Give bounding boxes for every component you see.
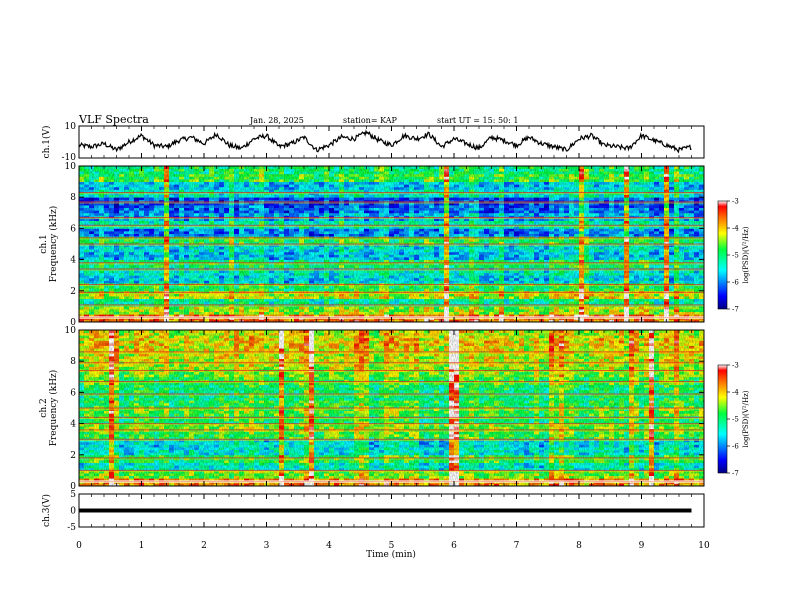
ch1-spectrogram-panel: 0 2 4 6 8 10 ch.1Frequency (kHz) <box>39 162 705 328</box>
y-tick-label: 0 <box>70 318 76 328</box>
ch1-colorbar: -3 -4 -5 -6 -7 log(PSD)(V²/Hz) <box>717 198 750 314</box>
station-label: station= KAP <box>343 116 398 125</box>
y-axis-title: ch.1(V) <box>41 126 52 159</box>
colorbar-tick-label: -3 <box>732 362 739 370</box>
y-tick-label: -5 <box>67 523 76 533</box>
colorbar-tick-label: -6 <box>732 443 739 451</box>
ch3-waveform-line <box>79 508 692 513</box>
x-tick-label: 3 <box>264 541 270 551</box>
y-tick-label: 2 <box>70 287 76 297</box>
date-label: Jan. 28, 2025 <box>249 116 304 125</box>
colorbar-tick-label: -6 <box>732 279 739 287</box>
colorbar-title: log(PSD)(V²/Hz) <box>742 390 750 447</box>
x-tick-label: 4 <box>326 541 332 551</box>
y-axis-title: ch.2Frequency (kHz) <box>39 370 59 447</box>
y-tick-label: 6 <box>70 224 76 234</box>
colorbar-tick-label: -4 <box>732 225 739 233</box>
x-tick-label: 5 <box>389 541 395 551</box>
y-tick-label: 10 <box>65 122 77 132</box>
x-tick-label: 9 <box>639 541 645 551</box>
figure-title: VLF Spectra <box>78 113 149 126</box>
colorbar-title: log(PSD)(V²/Hz) <box>742 226 750 283</box>
y-tick-label: 6 <box>70 388 76 398</box>
y-tick-label: 10 <box>65 162 77 172</box>
x-tick-label: 6 <box>451 541 457 551</box>
y-tick-label: 5 <box>70 490 76 500</box>
ch2-spectrogram-panel: 0 2 4 6 8 10 ch.2Frequency (kHz) <box>39 326 705 492</box>
y-tick-label: 4 <box>70 420 76 430</box>
x-tick-label: 8 <box>576 541 582 551</box>
y-tick-label: 4 <box>70 256 76 266</box>
y-tick-label: -10 <box>62 153 77 163</box>
y-tick-label: 8 <box>70 357 76 367</box>
y-tick-label: 0 <box>70 507 76 517</box>
colorbar-gradient <box>717 200 728 310</box>
ch3-waveform-panel: 5 0 -5 ch.3(V) <box>41 490 705 533</box>
colorbar-tick-label: -4 <box>732 389 739 397</box>
colorbar-tick-label: -7 <box>732 306 739 314</box>
x-tick-label: 7 <box>514 541 520 551</box>
colorbar-gradient <box>717 364 728 474</box>
y-axis-title: ch.1Frequency (kHz) <box>39 206 59 283</box>
ch2-colorbar: -3 -4 -5 -6 -7 log(PSD)(V²/Hz) <box>717 362 750 478</box>
x-tick-label: 1 <box>139 541 145 551</box>
x-tick-label: 10 <box>698 541 710 551</box>
y-tick-label: 2 <box>70 451 76 461</box>
y-axis-title: ch.3(V) <box>41 494 52 527</box>
ch1-waveform-line <box>78 129 692 154</box>
start-time-label: start UT = 15: 50: 1 <box>437 116 518 125</box>
ch1-waveform-panel: 10 -10 ch.1(V) <box>41 122 705 163</box>
time-axis-title: Time (min) <box>366 549 416 560</box>
y-tick-label: 8 <box>70 193 76 203</box>
colorbar-tick-label: -3 <box>732 198 739 206</box>
y-tick-label: 0 <box>70 482 76 492</box>
colorbar-tick-label: -5 <box>732 252 739 260</box>
x-tick-label: 2 <box>201 541 207 551</box>
y-tick-label: 10 <box>65 326 77 336</box>
time-axis: 0 1 2 3 4 5 6 7 8 9 10 <box>76 541 710 551</box>
x-tick-label: 0 <box>76 541 82 551</box>
colorbar-tick-label: -7 <box>732 470 739 478</box>
colorbar-tick-label: -5 <box>732 416 739 424</box>
